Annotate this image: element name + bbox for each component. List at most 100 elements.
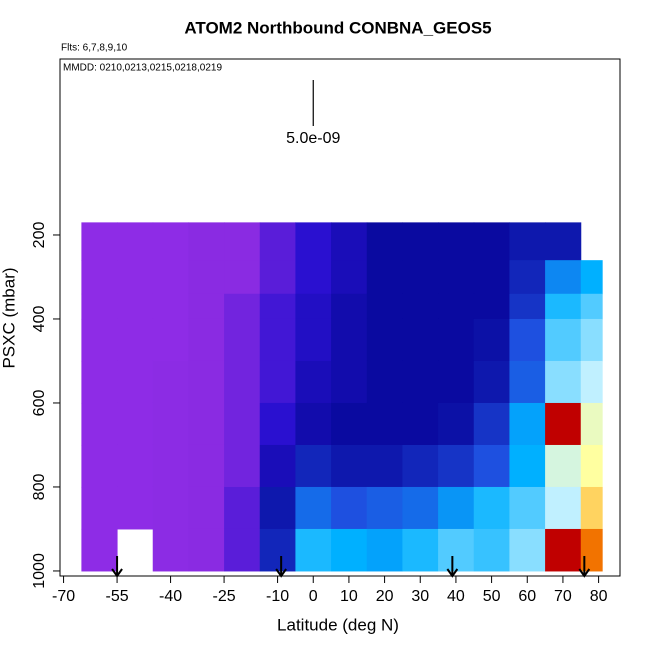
heat-cell [81, 222, 118, 261]
heat-cell [188, 444, 225, 488]
x-tick-label: 50 [483, 588, 501, 605]
heat-cell [331, 360, 368, 404]
heat-cell [188, 360, 225, 404]
heat-cell [259, 444, 296, 488]
heat-cell [473, 360, 510, 404]
heat-cell [331, 293, 368, 320]
heat-cell [188, 222, 225, 261]
heat-cell [117, 402, 154, 446]
heat-cell [224, 402, 261, 446]
heat-cell [295, 318, 332, 362]
x-tick-label: 10 [340, 588, 358, 605]
heat-cell [473, 293, 510, 320]
heat-cell [509, 528, 546, 572]
heat-cell [259, 260, 296, 295]
heat-cell [580, 318, 603, 362]
heat-cell [438, 260, 475, 295]
heat-cell [402, 260, 439, 295]
heat-cell [402, 402, 439, 446]
y-tick-label: 800 [31, 474, 48, 501]
x-tick-label: -10 [266, 588, 289, 605]
heat-cell [331, 486, 368, 530]
heat-cell [117, 222, 154, 261]
heat-cell [224, 318, 261, 362]
heat-cell [81, 402, 118, 446]
heat-cell [152, 402, 189, 446]
heat-cell [473, 222, 510, 261]
heat-cell [580, 444, 603, 488]
heat-cell [366, 486, 403, 530]
x-tick-label: 0 [309, 588, 318, 605]
heat-cell [117, 293, 154, 320]
heat-cell [117, 260, 154, 295]
heat-cell [402, 444, 439, 488]
heat-cell [224, 260, 261, 295]
heat-cell [545, 528, 582, 572]
heat-cell [509, 402, 546, 446]
heat-cell [366, 293, 403, 320]
annotation: MMDD: 0210,0213,0215,0218,0219 [63, 63, 222, 74]
heat-cell [152, 293, 189, 320]
heat-cell [331, 260, 368, 295]
y-tick-label: 1000 [31, 553, 48, 589]
heat-cell [331, 402, 368, 446]
heat-cell [259, 486, 296, 530]
heat-cell [366, 528, 403, 572]
heat-cell [473, 486, 510, 530]
heat-cell [438, 402, 475, 446]
heat-cell [331, 318, 368, 362]
heat-cell [81, 486, 118, 530]
x-tick-label: -40 [159, 588, 182, 605]
heat-cell [402, 528, 439, 572]
heat-cell [259, 222, 296, 261]
heat-cell [295, 293, 332, 320]
heat-cell [438, 360, 475, 404]
x-tick-label: 30 [411, 588, 429, 605]
heat-cell [259, 318, 296, 362]
heat-cell [259, 293, 296, 320]
heat-cell [402, 222, 439, 261]
heat-cell [152, 318, 189, 362]
heat-cell [152, 528, 189, 572]
heat-cell [580, 402, 603, 446]
heat-cell [117, 318, 154, 362]
heat-cell [366, 318, 403, 362]
heat-cell [81, 528, 118, 572]
heat-cell [117, 444, 154, 488]
x-tick-label: -25 [213, 588, 236, 605]
heatmap [81, 222, 603, 572]
x-tick-label: 70 [554, 588, 572, 605]
heat-cell [509, 360, 546, 404]
heat-cell [295, 528, 332, 572]
heat-cell [545, 293, 582, 320]
heat-cell [473, 528, 510, 572]
heat-cell [366, 402, 403, 446]
heat-cell [152, 222, 189, 261]
heat-cell [545, 486, 582, 530]
heat-cell [580, 293, 603, 320]
heat-cell [259, 402, 296, 446]
heat-cell [81, 360, 118, 404]
subtitle: Flts: 6,7,8,9,10 [61, 43, 128, 54]
heat-cell [545, 402, 582, 446]
heat-cell [152, 260, 189, 295]
heat-cell [473, 444, 510, 488]
heat-cell [331, 222, 368, 261]
heat-cell [473, 260, 510, 295]
heat-cell [438, 222, 475, 261]
heat-cell [509, 293, 546, 320]
heat-cell [580, 360, 603, 404]
heat-cell [188, 293, 225, 320]
heat-cell [259, 528, 296, 572]
heat-cell [438, 293, 475, 320]
chart-title: ATOM2 Northbound CONBNA_GEOS5 [184, 18, 491, 37]
x-tick-label: -55 [106, 588, 129, 605]
heat-cell [224, 293, 261, 320]
heat-cell [438, 444, 475, 488]
heat-cell [366, 444, 403, 488]
heat-cell [331, 528, 368, 572]
heat-cell [580, 486, 603, 530]
heat-cell [188, 260, 225, 295]
heat-cell [402, 360, 439, 404]
heat-cell [81, 260, 118, 295]
